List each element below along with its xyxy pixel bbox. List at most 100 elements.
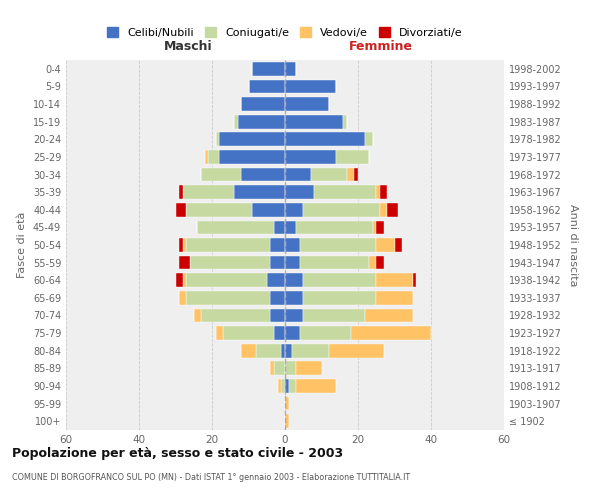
Bar (285, 379, 289, 393)
Bar (234, 115, 238, 128)
Bar (187, 274, 267, 287)
Bar (289, 379, 296, 393)
Bar (183, 238, 187, 252)
Bar (252, 62, 285, 76)
Bar (183, 274, 187, 287)
Bar (271, 238, 285, 252)
Bar (285, 326, 299, 340)
Bar (271, 291, 285, 304)
Bar (413, 274, 416, 287)
Bar (296, 379, 336, 393)
Bar (299, 326, 351, 340)
Text: Maschi: Maschi (164, 40, 213, 52)
Bar (373, 220, 376, 234)
Bar (314, 186, 376, 199)
Bar (285, 168, 311, 181)
Bar (376, 274, 413, 287)
Bar (303, 291, 376, 304)
Bar (179, 238, 183, 252)
Bar (241, 344, 256, 358)
Bar (220, 132, 285, 146)
Bar (376, 186, 380, 199)
Bar (285, 256, 299, 270)
Bar (183, 186, 234, 199)
Bar (285, 203, 303, 216)
Bar (285, 150, 336, 164)
Bar (205, 150, 208, 164)
Bar (208, 150, 220, 164)
Bar (281, 344, 285, 358)
Bar (285, 220, 296, 234)
Bar (252, 203, 285, 216)
Bar (176, 203, 187, 216)
Bar (215, 132, 220, 146)
Bar (278, 379, 281, 393)
Bar (285, 132, 365, 146)
Bar (271, 256, 285, 270)
Bar (179, 186, 183, 199)
Bar (248, 80, 285, 94)
Bar (365, 132, 373, 146)
Bar (285, 115, 343, 128)
Bar (285, 308, 303, 322)
Bar (256, 344, 281, 358)
Bar (271, 308, 285, 322)
Bar (274, 220, 285, 234)
Bar (241, 168, 285, 181)
Bar (387, 203, 398, 216)
Bar (365, 308, 413, 322)
Bar (201, 168, 241, 181)
Bar (343, 115, 347, 128)
Bar (285, 238, 299, 252)
Bar (187, 238, 271, 252)
Bar (376, 291, 413, 304)
Bar (238, 115, 285, 128)
Bar (285, 291, 303, 304)
Bar (241, 97, 285, 111)
Bar (285, 396, 289, 410)
Bar (303, 203, 380, 216)
Bar (285, 344, 292, 358)
Bar (376, 220, 383, 234)
Bar (223, 326, 274, 340)
Bar (175, 274, 183, 287)
Bar (376, 256, 383, 270)
Bar (395, 238, 402, 252)
Bar (285, 80, 336, 94)
Bar (285, 97, 329, 111)
Bar (179, 291, 187, 304)
Bar (347, 168, 355, 181)
Bar (187, 203, 252, 216)
Bar (285, 186, 314, 199)
Bar (355, 168, 358, 181)
Bar (281, 379, 285, 393)
Bar (285, 362, 296, 375)
Legend: Celibi/Nubili, Coniugati/e, Vedovi/e, Divorziati/e: Celibi/Nubili, Coniugati/e, Vedovi/e, Di… (103, 23, 467, 42)
Bar (380, 203, 387, 216)
Text: Femmine: Femmine (349, 40, 413, 52)
Bar (194, 308, 201, 322)
Bar (376, 238, 395, 252)
Bar (299, 256, 369, 270)
Bar (190, 256, 271, 270)
Bar (303, 308, 365, 322)
Bar (350, 326, 431, 340)
Bar (380, 186, 387, 199)
Bar (329, 344, 383, 358)
Bar (285, 274, 303, 287)
Bar (296, 362, 322, 375)
Bar (234, 186, 285, 199)
Bar (285, 62, 296, 76)
Bar (274, 326, 285, 340)
Bar (369, 256, 376, 270)
Bar (197, 220, 274, 234)
Bar (296, 220, 373, 234)
Bar (311, 168, 347, 181)
Bar (303, 274, 376, 287)
Bar (179, 256, 190, 270)
Bar (274, 362, 285, 375)
Bar (201, 308, 271, 322)
Bar (187, 291, 271, 304)
Bar (285, 414, 289, 428)
Text: Popolazione per età, sesso e stato civile - 2003: Popolazione per età, sesso e stato civil… (12, 448, 343, 460)
